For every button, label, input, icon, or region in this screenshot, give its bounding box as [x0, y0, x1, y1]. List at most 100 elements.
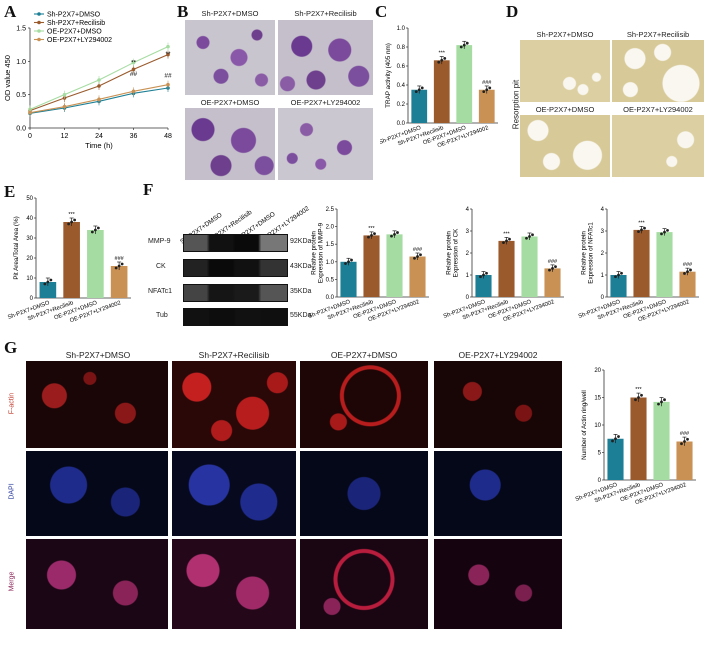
x-tick-label: 0	[28, 133, 32, 140]
y-tick-label: 10	[26, 276, 33, 282]
data-point	[49, 278, 53, 282]
data-point	[528, 235, 531, 238]
significance-label: ***	[439, 51, 446, 57]
data-point	[166, 44, 170, 49]
dapi-image-3	[300, 451, 428, 536]
data-point	[73, 218, 77, 222]
y-axis-label: OD value 450	[3, 55, 12, 101]
data-point	[548, 268, 551, 272]
legend-marker	[37, 12, 41, 16]
significance-label: ###	[680, 431, 690, 437]
bar	[478, 89, 495, 123]
blot-label-tub: Tub	[156, 312, 168, 319]
bar	[411, 89, 428, 123]
blot-band-nfatc1	[183, 284, 288, 302]
blot-band-mmp9	[183, 234, 288, 252]
significance-label: ***	[68, 212, 75, 218]
data-point	[640, 228, 643, 232]
blot-label-mmp9: MMP-9	[148, 238, 171, 245]
data-point	[393, 232, 396, 236]
panel-b-image-1	[185, 20, 275, 95]
blot-kda-nfatc1: 35KDa	[290, 288, 312, 295]
merge-image-2	[172, 539, 296, 629]
significance-label: ###	[683, 262, 693, 268]
bar	[521, 236, 538, 297]
data-point	[634, 398, 637, 402]
bar	[110, 266, 128, 298]
data-point	[416, 255, 419, 258]
chart-g: 05101520Sh-P2X7+DMSO***Sh-P2X7+Recilisib…	[575, 368, 696, 506]
data-point	[344, 262, 347, 265]
panel-b-caption-4: OE-P2X7+LY294002	[290, 98, 361, 107]
y-tick-label: 0.6	[397, 64, 406, 70]
y-tick-label: 0.5	[16, 92, 26, 99]
data-point	[67, 222, 71, 226]
data-point	[93, 228, 97, 232]
y-tick-label: 1.5	[16, 26, 26, 33]
data-point	[131, 89, 136, 94]
panel-g-row-factin: F-actin	[8, 392, 16, 415]
panel-b-caption-2: Sh-P2X7+Recilisib	[294, 9, 357, 18]
y-tick-label: 0.0	[16, 126, 26, 133]
panel-g-col-2: Sh-P2X7+Recilisib	[198, 350, 270, 360]
data-point	[683, 440, 686, 443]
data-point	[70, 220, 74, 224]
y-tick-label: 5	[598, 451, 602, 457]
bar	[498, 240, 515, 297]
bar	[39, 282, 57, 298]
significance-label: ***	[368, 226, 375, 232]
merge-image-4	[434, 539, 562, 629]
legend-label: OE-P2X7+DMSO	[47, 28, 102, 35]
y-tick-label: 4	[601, 207, 605, 213]
panel-b-caption-1: Sh-P2X7+DMSO	[201, 9, 259, 18]
factin-image-2	[172, 361, 296, 448]
x-tick-label: 24	[95, 133, 103, 140]
data-point	[420, 86, 424, 90]
legend-marker	[37, 29, 41, 33]
blot-band-ck	[183, 259, 288, 277]
data-point	[683, 272, 686, 275]
data-point	[462, 43, 466, 47]
panel-b-image-2	[278, 20, 373, 95]
data-point	[617, 435, 620, 438]
x-tick-label: 48	[164, 133, 172, 140]
significance-label: ***	[635, 387, 642, 393]
panel-g-col-1: Sh-P2X7+DMSO	[65, 350, 131, 360]
panel-label-f: F	[143, 180, 154, 199]
data-point	[686, 437, 689, 441]
y-tick-label: 15	[594, 396, 601, 402]
data-point	[482, 90, 486, 94]
y-tick-label: 2.0	[326, 225, 335, 231]
panel-d-caption-3: OE-P2X7+DMSO	[535, 105, 595, 114]
y-axis-label: Relative proteinExpression of CK	[446, 228, 460, 277]
merge-image-3	[300, 539, 428, 629]
bar	[456, 45, 473, 123]
x-tick-label: 12	[61, 133, 69, 140]
data-point	[131, 67, 136, 72]
data-point	[413, 256, 416, 260]
data-point	[370, 234, 373, 237]
y-tick-label: 2	[601, 251, 605, 257]
data-point	[525, 236, 528, 240]
data-point	[508, 237, 511, 241]
legend-marker	[37, 37, 41, 42]
factin-image-4	[434, 361, 562, 448]
bar	[633, 229, 650, 297]
blot-kda-tub: 55KDa	[290, 312, 312, 319]
panel-g-col-3: OE-P2X7+DMSO	[330, 350, 398, 360]
data-point	[666, 228, 669, 232]
data-point	[367, 235, 370, 239]
y-tick-label: 20	[594, 368, 601, 374]
legend-label: Sh-P2X7+Recilisib	[47, 20, 105, 27]
blot-label-ck: CK	[156, 263, 166, 270]
data-point	[166, 82, 170, 87]
y-tick-label: 1.0	[326, 260, 335, 266]
data-point	[686, 270, 689, 274]
data-point	[620, 271, 623, 275]
data-point	[617, 273, 620, 277]
data-point	[485, 88, 489, 92]
data-point	[414, 90, 418, 94]
data-point	[637, 396, 640, 399]
factin-image-1	[26, 361, 168, 448]
merge-image-1	[26, 539, 168, 629]
